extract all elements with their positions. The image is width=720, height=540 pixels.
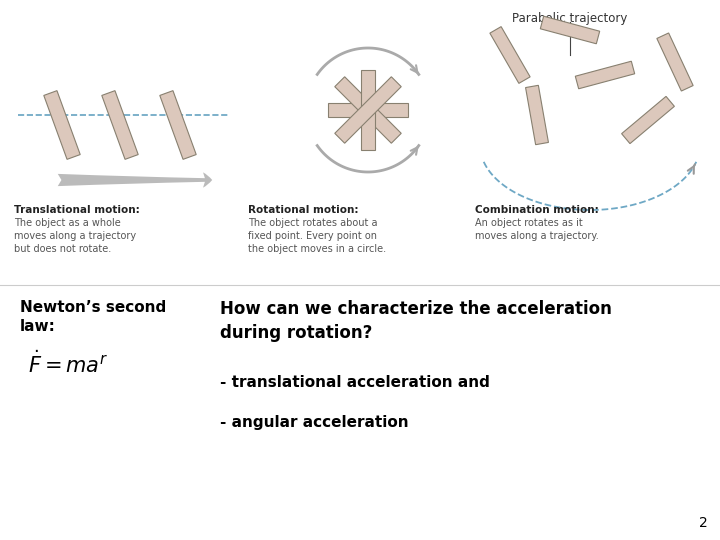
- Polygon shape: [621, 96, 675, 144]
- Polygon shape: [526, 85, 549, 145]
- Text: 2: 2: [699, 516, 708, 530]
- Polygon shape: [575, 61, 635, 89]
- Polygon shape: [540, 16, 600, 44]
- Polygon shape: [335, 77, 401, 143]
- Polygon shape: [490, 26, 530, 83]
- Text: The object rotates about a
fixed point. Every point on
the object moves in a cir: The object rotates about a fixed point. …: [248, 218, 386, 254]
- Text: - angular acceleration: - angular acceleration: [220, 415, 409, 430]
- Text: $\dot{F} = m a^r$: $\dot{F} = m a^r$: [28, 350, 109, 377]
- Text: - translational acceleration and: - translational acceleration and: [220, 375, 490, 390]
- Text: The object as a whole
moves along a trajectory
but does not rotate.: The object as a whole moves along a traj…: [14, 218, 136, 254]
- Text: Parabolic trajectory: Parabolic trajectory: [513, 12, 628, 25]
- Polygon shape: [102, 91, 138, 159]
- Polygon shape: [657, 33, 693, 91]
- Text: Combination motion:: Combination motion:: [475, 205, 599, 215]
- Text: Newton’s second
law:: Newton’s second law:: [20, 300, 166, 334]
- Polygon shape: [328, 103, 408, 117]
- Text: An object rotates as it
moves along a trajectory.: An object rotates as it moves along a tr…: [475, 218, 599, 241]
- Text: How can we characterize the acceleration
during rotation?: How can we characterize the acceleration…: [220, 300, 612, 342]
- Polygon shape: [335, 77, 401, 143]
- Polygon shape: [44, 91, 80, 159]
- Polygon shape: [361, 70, 375, 150]
- Text: Rotational motion:: Rotational motion:: [248, 205, 359, 215]
- Polygon shape: [160, 91, 197, 159]
- Text: Translational motion:: Translational motion:: [14, 205, 140, 215]
